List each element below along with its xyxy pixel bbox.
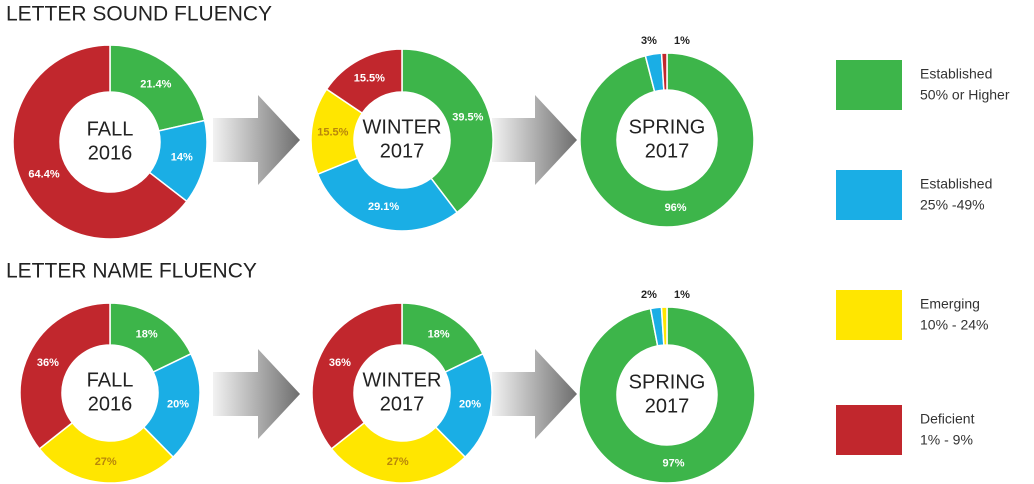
value-label: 3% <box>641 35 657 47</box>
center-label: SPRING <box>629 371 706 393</box>
donut-segment <box>19 302 111 450</box>
arrow <box>492 95 577 185</box>
arrow <box>492 349 577 439</box>
donut-segment <box>12 44 188 240</box>
donut-segment <box>578 306 756 484</box>
legend-swatch <box>836 60 902 110</box>
value-label: 21.4% <box>140 78 171 90</box>
arrows <box>213 95 577 439</box>
legend-name: Established <box>920 176 992 192</box>
value-label: 15.5% <box>354 73 385 85</box>
center-label: 2016 <box>88 142 133 164</box>
value-label: 20% <box>167 399 189 411</box>
value-label: 20% <box>459 399 481 411</box>
arrow <box>213 349 300 439</box>
legend-name: Deficient <box>920 411 975 427</box>
value-label: 1% <box>674 289 690 301</box>
section-title: LETTER SOUND FLUENCY <box>6 3 272 26</box>
donut-segment <box>660 306 668 346</box>
center-label: 2017 <box>380 393 425 415</box>
legend-name: Established <box>920 66 992 82</box>
value-label: 39.5% <box>452 112 483 124</box>
center-label: 2017 <box>645 140 690 162</box>
value-label: 27% <box>387 456 409 468</box>
value-label: 14% <box>171 152 193 164</box>
value-label: 36% <box>329 357 351 369</box>
donut-segment <box>579 52 755 228</box>
donut-segment <box>325 48 403 115</box>
value-label: 36% <box>37 357 59 369</box>
value-label: 18% <box>428 328 450 340</box>
donut-segment <box>316 157 459 232</box>
legend-range: 50% or Higher <box>920 87 1010 103</box>
center-label: 2016 <box>88 393 133 415</box>
center-label: 2017 <box>380 140 425 162</box>
value-label: 97% <box>662 458 684 470</box>
legend-swatch <box>836 290 902 340</box>
value-label: 15.5% <box>317 127 348 139</box>
section-title: LETTER NAME FLUENCY <box>6 260 257 283</box>
donut-segment <box>401 48 494 214</box>
legend-swatch <box>836 170 902 220</box>
arrow <box>213 95 300 185</box>
donut-segment <box>311 302 403 450</box>
value-label: 27% <box>95 456 117 468</box>
legend-range: 25% -49% <box>920 197 985 213</box>
donut-segment <box>330 421 467 484</box>
value-label: 18% <box>136 328 158 340</box>
center-label: WINTER <box>363 116 442 138</box>
value-label: 96% <box>665 202 687 214</box>
value-label: 2% <box>641 289 657 301</box>
legend-swatch <box>836 405 902 455</box>
value-label: 64.4% <box>28 168 59 180</box>
legend-name: Emerging <box>920 296 980 312</box>
center-label: WINTER <box>363 369 442 391</box>
center-label: SPRING <box>629 116 706 138</box>
center-label: FALL <box>87 118 134 140</box>
value-label: 1% <box>674 35 690 47</box>
donut-segment <box>660 52 668 91</box>
center-label: FALL <box>87 369 134 391</box>
center-label: 2017 <box>645 395 690 417</box>
legend-range: 1% - 9% <box>920 432 973 448</box>
legend-range: 10% - 24% <box>920 317 988 333</box>
value-label: 29.1% <box>368 201 399 213</box>
donut-segment <box>38 421 175 484</box>
